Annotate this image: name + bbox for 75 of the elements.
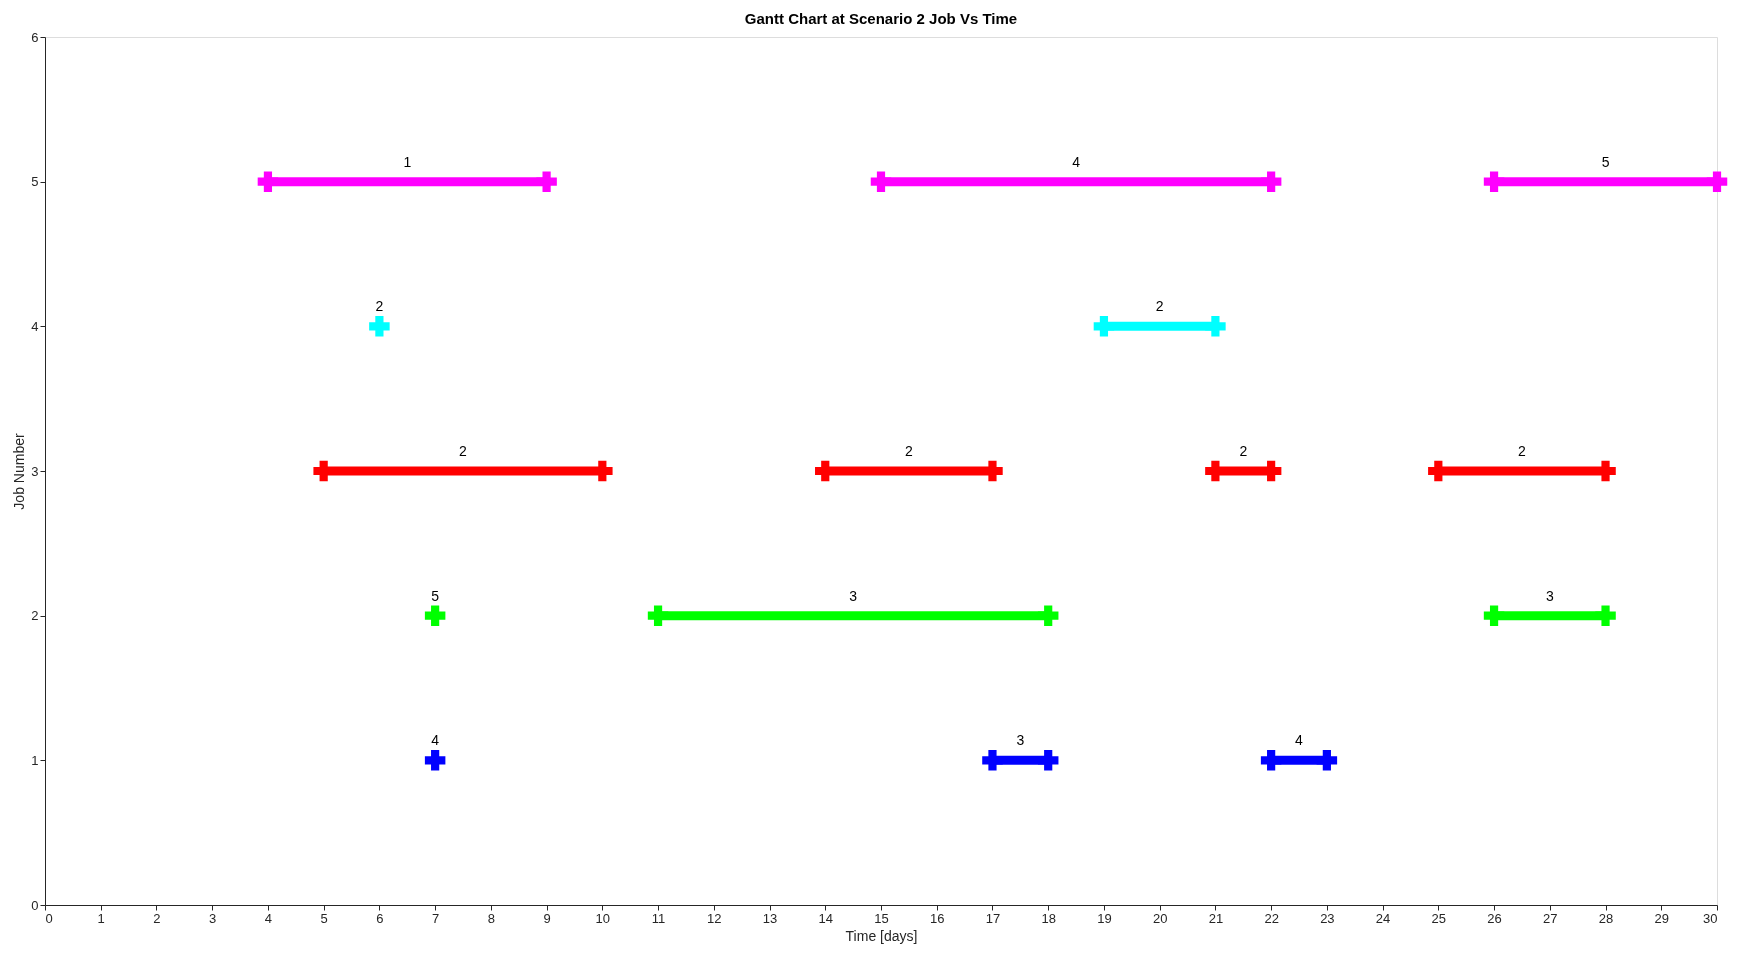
x-tick-label: 2 [153, 910, 161, 926]
x-tick-label: 10 [595, 910, 611, 926]
y-axis-title: Job Number [11, 433, 28, 510]
x-tick-label: 4 [264, 910, 273, 926]
x-tick-label: 18 [1041, 910, 1056, 926]
x-tick-label: 8 [487, 910, 495, 926]
point [870, 171, 892, 192]
x-tick-label: 27 [1543, 910, 1558, 926]
x-tick-label: 14 [818, 910, 833, 926]
y-tick-label: 6 [31, 29, 39, 45]
y-tick-label: 5 [31, 174, 39, 190]
x-tick-label: 30 [1703, 910, 1718, 926]
point [1205, 316, 1226, 337]
x-tick-label: 29 [1654, 910, 1669, 926]
y-tick-label: 0 [31, 897, 39, 913]
annotation: 2 [1518, 443, 1527, 459]
x-tick-label: 7 [432, 910, 440, 926]
point [1093, 316, 1115, 337]
x-tick-label: 1 [97, 910, 105, 926]
point [536, 171, 557, 192]
annotation: 5 [1601, 153, 1610, 170]
point [1037, 750, 1059, 771]
point [982, 750, 1003, 771]
x-tick-label: 19 [1097, 910, 1112, 926]
annotation: 2 [1155, 298, 1164, 315]
x-tick-label: 16 [930, 910, 945, 926]
y-tick-label: 3 [31, 463, 39, 479]
point [1260, 171, 1282, 192]
x-tick-label: 21 [1208, 910, 1224, 926]
x-tick-label: 5 [320, 910, 328, 926]
annotation: 3 [849, 587, 858, 604]
x-tick-label: 12 [707, 910, 722, 926]
point [424, 750, 446, 771]
point [647, 605, 669, 626]
x-tick-label: 25 [1431, 910, 1447, 926]
point [1595, 605, 1616, 626]
x-tick-label: 9 [543, 910, 551, 926]
annotation: 4 [1072, 153, 1081, 170]
annotation: 2 [459, 443, 468, 459]
x-tick-label: 23 [1320, 910, 1335, 926]
x-tick-label: 24 [1375, 910, 1391, 926]
x-tick-label: 0 [45, 910, 53, 926]
point [1706, 171, 1728, 192]
annotation: 1 [403, 153, 412, 170]
point [1483, 605, 1505, 626]
x-tick-label: 22 [1264, 910, 1279, 926]
x-tick-label: 20 [1152, 910, 1168, 926]
annotation: 4 [431, 732, 440, 749]
point [424, 605, 446, 626]
x-tick-label: 15 [874, 910, 889, 926]
chart-title: Gantt Chart at Scenario 2 Job Vs Time [744, 10, 1018, 27]
y-tick-label: 4 [31, 318, 39, 334]
x-tick-label: 6 [376, 910, 384, 926]
x-tick-label: 13 [762, 910, 778, 926]
point [257, 171, 279, 192]
y-tick-label: 1 [31, 752, 39, 768]
point [1037, 605, 1059, 626]
point [1483, 171, 1505, 192]
x-tick-label: 28 [1598, 910, 1614, 926]
annotation: 2 [1239, 443, 1248, 459]
x-tick-label: 3 [209, 910, 217, 926]
annotation: 3 [1545, 587, 1554, 604]
point [1316, 750, 1338, 771]
annotation: 2 [375, 298, 384, 315]
x-tick-label: 26 [1487, 910, 1502, 926]
point [369, 316, 390, 337]
point [1260, 750, 1282, 771]
annotation: 4 [1295, 732, 1304, 749]
annotation: 2 [904, 443, 913, 459]
x-tick-label: 11 [651, 910, 666, 926]
annotation: 3 [1016, 732, 1025, 749]
y-tick-label: 2 [31, 608, 39, 624]
annotation: 5 [431, 587, 440, 604]
x-axis-title: Time [days] [845, 927, 918, 944]
x-tick-label: 17 [985, 910, 1001, 926]
